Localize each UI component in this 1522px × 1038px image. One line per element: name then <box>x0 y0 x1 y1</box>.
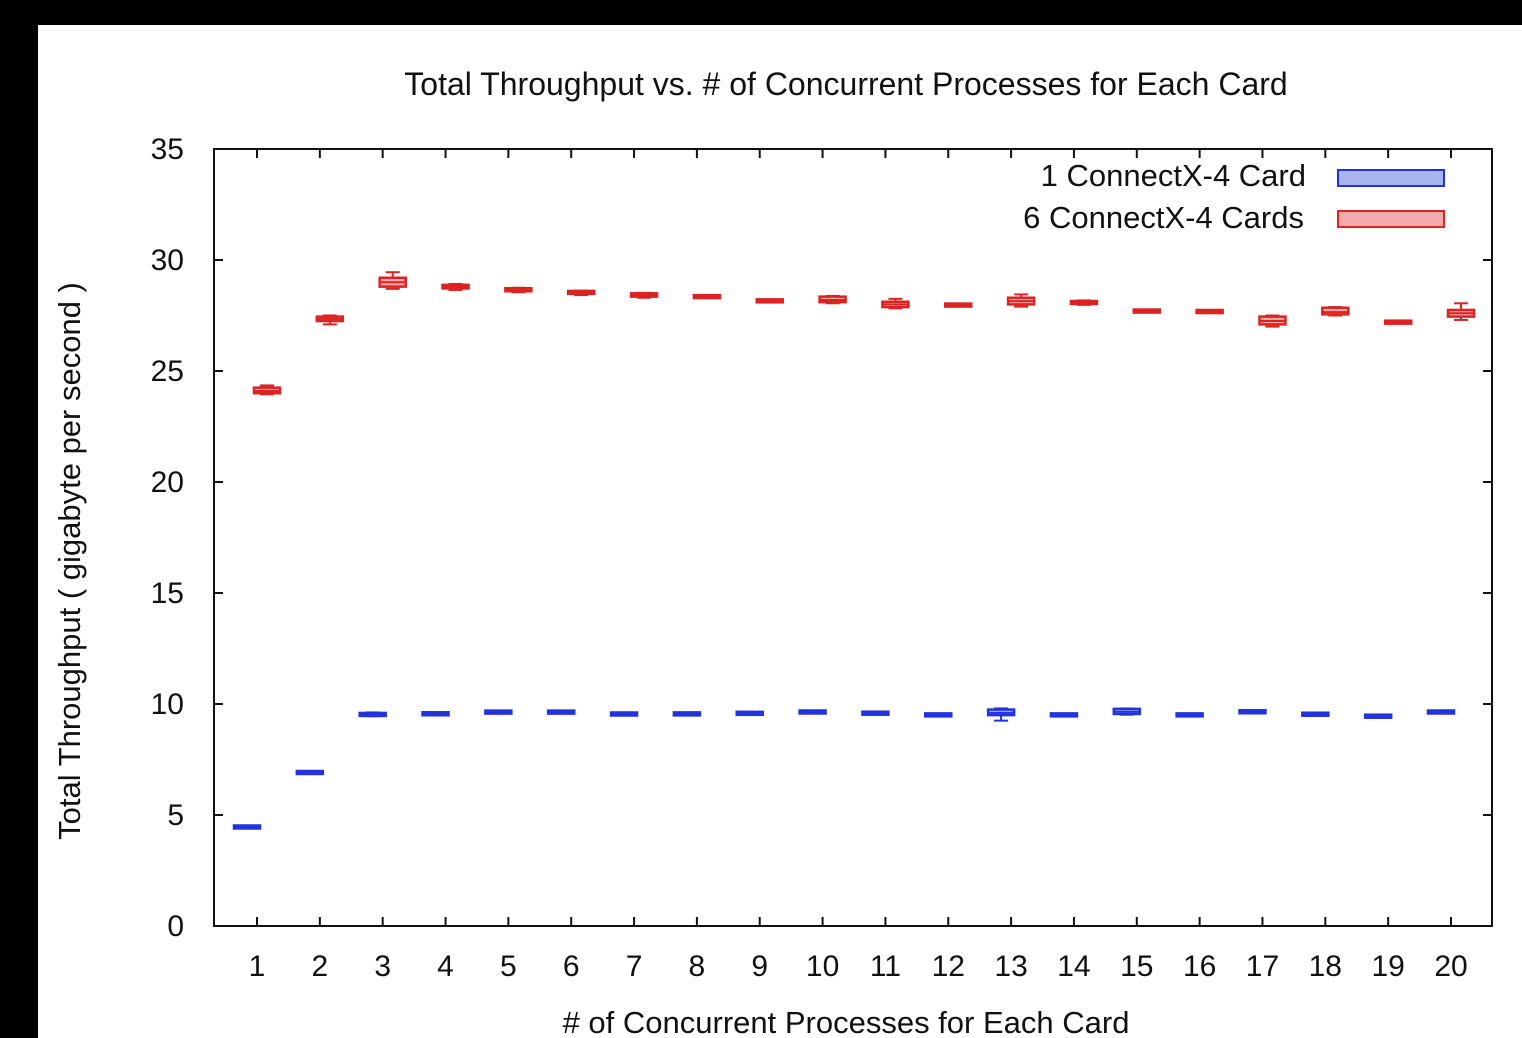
box-plot <box>441 282 470 291</box>
boxes-layer <box>232 271 1476 830</box>
box-plot <box>692 293 722 300</box>
x-tick-label: 17 <box>1246 950 1279 983</box>
x-tick-label: 2 <box>311 950 328 983</box>
box-plot <box>252 384 282 396</box>
box-plot <box>546 709 576 715</box>
x-tick-label: 9 <box>751 950 768 983</box>
box-plot <box>881 297 910 310</box>
box-plot <box>672 711 702 717</box>
box-plot <box>566 289 596 297</box>
x-tick-label: 18 <box>1309 950 1342 983</box>
x-tick-label: 19 <box>1371 950 1404 983</box>
x-tick-label: 11 <box>870 950 901 983</box>
box-plot <box>609 711 639 717</box>
x-tick-label: 14 <box>1057 950 1090 983</box>
x-axis-label: # of Concurrent Processes for Each Card <box>563 1005 1130 1038</box>
box-plot <box>629 291 659 299</box>
y-tick-label: 25 <box>151 355 184 388</box>
box-plot <box>232 824 262 830</box>
box-plot <box>944 302 973 308</box>
box-plot <box>1132 308 1162 314</box>
y-tick-label: 15 <box>151 577 184 610</box>
series-1 <box>232 707 1456 830</box>
box-plot <box>421 711 450 717</box>
box-plot <box>1049 712 1079 718</box>
x-tick-label: 13 <box>994 950 1027 983</box>
box-plot <box>504 286 533 294</box>
legend-swatch-1-card <box>1337 169 1445 187</box>
box-plot <box>986 707 1016 722</box>
x-tick-label: 15 <box>1120 950 1153 983</box>
box-plot <box>378 271 407 290</box>
box-plot <box>924 712 953 718</box>
box-plot <box>1195 308 1224 315</box>
box-plot <box>798 709 827 715</box>
legend-label-6-cards: 6 ConnectX-4 Cards <box>1023 200 1304 235</box>
legend-label-1-card: 1 ConnectX-4 Card <box>1041 158 1306 193</box>
x-tick-label: 8 <box>689 950 706 983</box>
x-tick-label: 16 <box>1183 950 1216 983</box>
box-plot <box>1238 709 1267 715</box>
y-tick-label: 35 <box>151 133 184 166</box>
chart-frame: Total Throughput vs. # of Concurrent Pro… <box>38 25 1522 1038</box>
box-plot <box>1363 713 1393 719</box>
box-plot <box>1006 293 1036 308</box>
box-plot <box>1446 302 1476 321</box>
box-iqr <box>1321 306 1350 316</box>
box-plot <box>818 294 847 305</box>
box-plot <box>735 710 764 717</box>
legend: 1 ConnectX-4 Card 6 ConnectX-4 Cards <box>1023 158 1445 235</box>
throughput-box-chart: Total Throughput vs. # of Concurrent Pro… <box>52 66 1493 1038</box>
y-tick-label: 20 <box>151 466 184 499</box>
chart-title: Total Throughput vs. # of Concurrent Pro… <box>404 66 1287 102</box>
box-plot <box>1112 707 1142 716</box>
box-plot <box>755 298 784 304</box>
box-plot <box>1069 299 1099 306</box>
legend-swatch-6-cards <box>1337 210 1445 228</box>
box-plot <box>1426 709 1456 715</box>
plot-area-border <box>213 148 1493 927</box>
y-tick-label: 30 <box>151 244 184 277</box>
x-tick-label: 3 <box>374 950 391 983</box>
box-plot <box>484 709 513 715</box>
box-plot <box>1258 314 1287 328</box>
x-tick-label: 10 <box>806 950 839 983</box>
box-plot <box>315 314 345 326</box>
box-plot <box>358 711 387 718</box>
box-plot <box>861 710 890 716</box>
box-plot <box>1301 711 1330 717</box>
series-2 <box>252 271 1476 396</box>
box-plot <box>1321 306 1350 317</box>
box-plot <box>1175 712 1204 718</box>
y-axis-label: Total Throughput ( gigabyte per second ) <box>52 282 87 840</box>
box-plot <box>1383 319 1413 325</box>
box-plot <box>295 769 325 776</box>
y-tick-label: 5 <box>167 799 184 832</box>
x-tick-label: 20 <box>1434 950 1467 983</box>
y-tick-label: 0 <box>167 910 184 943</box>
x-tick-label: 6 <box>563 950 580 983</box>
y-tick-label: 10 <box>151 688 184 721</box>
x-tick-label: 4 <box>437 950 454 983</box>
x-tick-label: 5 <box>500 950 517 983</box>
x-tick-label: 1 <box>249 950 266 983</box>
x-tick-label: 12 <box>932 950 965 983</box>
x-tick-label: 7 <box>626 950 643 983</box>
